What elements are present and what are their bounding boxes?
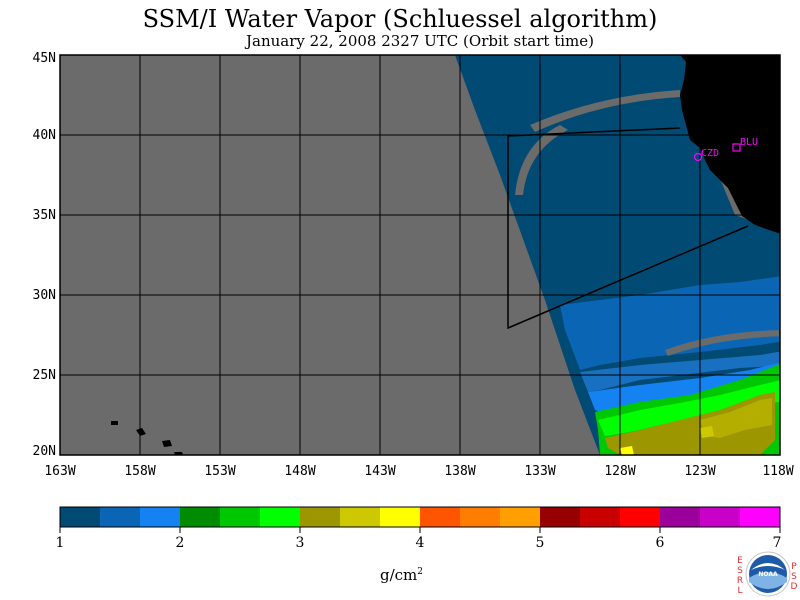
- colorbar-tick-label: 2: [176, 535, 185, 551]
- swath-high-olive-light: [700, 398, 772, 438]
- island-oahu-molokai: [136, 428, 146, 436]
- colorbar-tick-label: 7: [773, 535, 782, 551]
- colorbar-tick-label: 5: [536, 535, 545, 551]
- lon-tick-label: 118W: [762, 464, 793, 479]
- map-gridlines: [60, 55, 780, 455]
- land-north-america: [680, 55, 780, 234]
- esrl-letter: R: [736, 576, 744, 586]
- island-kauai: [111, 421, 118, 425]
- colorbar-unit-text: g/cm: [380, 566, 418, 584]
- noaa-logo: NOAA: [745, 551, 791, 597]
- psd-letter: D: [790, 582, 798, 592]
- lon-tick-label: 163W: [44, 464, 75, 479]
- colorbar-swatch: [220, 507, 261, 527]
- colorbar-swatch: [140, 507, 181, 527]
- swath-high-yellow: [620, 446, 634, 455]
- colorbar-swatch: [180, 507, 221, 527]
- map-subtitle: January 22, 2008 2327 UTC (Orbit start t…: [246, 32, 594, 50]
- swath-high-olive: [605, 392, 775, 455]
- colorbar-tick-label: 3: [296, 535, 305, 551]
- swath-band-medium-2: [580, 351, 780, 392]
- lon-tick-label: 153W: [204, 464, 235, 479]
- map-title: SSM/I Water Vapor (Schluessel algorithm): [142, 5, 658, 33]
- swath-high-yellow-2: [700, 426, 714, 438]
- station-blu-label: BLU: [740, 137, 758, 148]
- lon-tick-label: 148W: [284, 464, 315, 479]
- psd-letter: P: [791, 562, 797, 572]
- lon-tick-label: 128W: [604, 464, 635, 479]
- lon-tick-label: 143W: [364, 464, 395, 479]
- colorbar-swatch: [460, 507, 501, 527]
- colorbar-swatch: [300, 507, 341, 527]
- swath-gap-arc-west: [515, 125, 568, 195]
- longitude-axis: 163W 158W 153W 148W 143W 138W 133W 128W …: [44, 464, 793, 479]
- psd-letter: S: [791, 572, 797, 582]
- esrl-letter: L: [737, 586, 743, 596]
- colorbar-swatch: [340, 507, 381, 527]
- colorbar-swatch: [580, 507, 621, 527]
- station-blu-marker: [732, 143, 741, 152]
- colorbar-swatch: [100, 507, 141, 527]
- colorbar-unit-exponent: 2: [417, 567, 424, 577]
- colorbar-tick-label: 4: [416, 535, 425, 551]
- esrl-letter: E: [737, 556, 743, 566]
- colorbar-swatch: [500, 507, 541, 527]
- swath-band-bright-green: [598, 380, 780, 436]
- colorbar: [59, 506, 781, 528]
- colorbar-swatch: [540, 507, 581, 527]
- lon-tick-label: 158W: [124, 464, 155, 479]
- noaa-logo-text: NOAA: [758, 571, 778, 578]
- lat-tick-label: 20N: [33, 444, 56, 459]
- map-frame: [59, 54, 781, 456]
- island-maui: [162, 440, 172, 447]
- esrl-letter: S: [737, 566, 743, 576]
- colorbar-swatch: [740, 507, 781, 527]
- colorbar-swatch: [700, 507, 741, 527]
- station-czd-label: CZD: [701, 148, 719, 159]
- lon-tick-label: 138W: [444, 464, 475, 479]
- swath-band-medium: [560, 276, 780, 370]
- lon-tick-label: 123W: [684, 464, 715, 479]
- lat-tick-label: 40N: [33, 128, 56, 143]
- colorbar-tick-label: 1: [56, 535, 65, 551]
- swath-gap-arc-south: [665, 330, 780, 356]
- station-czd-marker: [693, 152, 703, 162]
- colorbar-swatch: [380, 507, 421, 527]
- colorbar-swatch: [620, 507, 661, 527]
- lat-tick-label: 30N: [33, 288, 56, 303]
- analysis-domain-outline: [507, 127, 749, 330]
- lat-tick-label: 35N: [33, 208, 56, 223]
- colorbar-swatch: [420, 507, 461, 527]
- lat-tick-label: 25N: [33, 368, 56, 383]
- lon-tick-label: 133W: [524, 464, 555, 479]
- lat-tick-label: 45N: [33, 51, 56, 66]
- colorbar-swatch: [660, 507, 701, 527]
- colorbar-swatch: [60, 507, 101, 527]
- colorbar-tick-label: 6: [656, 535, 665, 551]
- colorbar-unit: g/cm2: [380, 566, 423, 584]
- colorbar-ticks: 1 2 3 4 5 6 7: [56, 527, 782, 551]
- latitude-axis: 45N 40N 35N 30N 25N 20N: [33, 51, 56, 459]
- colorbar-swatch: [260, 507, 301, 527]
- swath-gap-arc-north: [530, 90, 680, 132]
